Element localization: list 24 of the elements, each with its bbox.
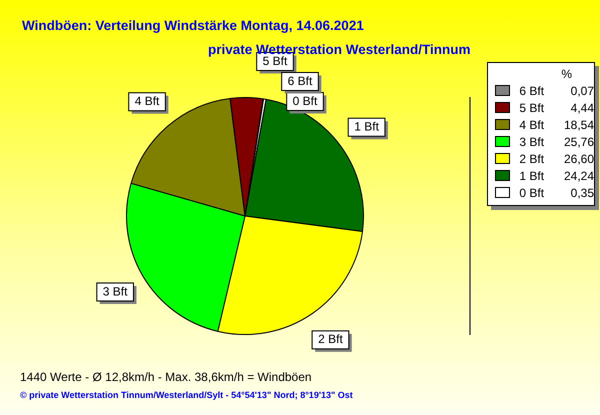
legend-label: 1 Bft [519, 168, 546, 182]
legend-label: 3 Bft [519, 134, 546, 148]
legend-label: 5 Bft [519, 100, 546, 114]
text: 1440 Werte - Ø 12,8km/h - Max. 38,6km/h = Windböen [20, 370, 312, 384]
slice-label: 1 Bft [354, 120, 380, 134]
data-label: 0,35 [570, 186, 594, 200]
legend-label: 0 Bft [519, 186, 546, 200]
slice-label: 2 Bft [318, 332, 344, 346]
legend-label: 2 Bft [519, 152, 546, 166]
data-label: 24,24 [562, 168, 594, 182]
chart-title: Windböen: Verteilung Windstärke Montag, 14.06.2021 [22, 18, 364, 33]
legend-label: 6 Bft [519, 84, 546, 98]
category-label: 6 Bft [288, 74, 312, 88]
legend-label: 4 Bft [519, 118, 546, 132]
data-label: 26,60 [562, 152, 594, 166]
data-label: 4,44 [570, 100, 594, 114]
data-label: 25,76 [562, 134, 594, 148]
slice-label: 4 Bft [134, 94, 160, 108]
slice-label: 3 Bft [102, 284, 128, 298]
legend-title: % [560, 67, 573, 82]
category-label: 0 Bft [292, 94, 318, 108]
data-label: 0,07 [570, 84, 594, 98]
data-label: 18,54 [562, 118, 594, 132]
text: © private Wetterstation Tinnum/Westerland/Sylt - 54°54'13" Nord; 8°19'13" Ost [20, 390, 353, 400]
